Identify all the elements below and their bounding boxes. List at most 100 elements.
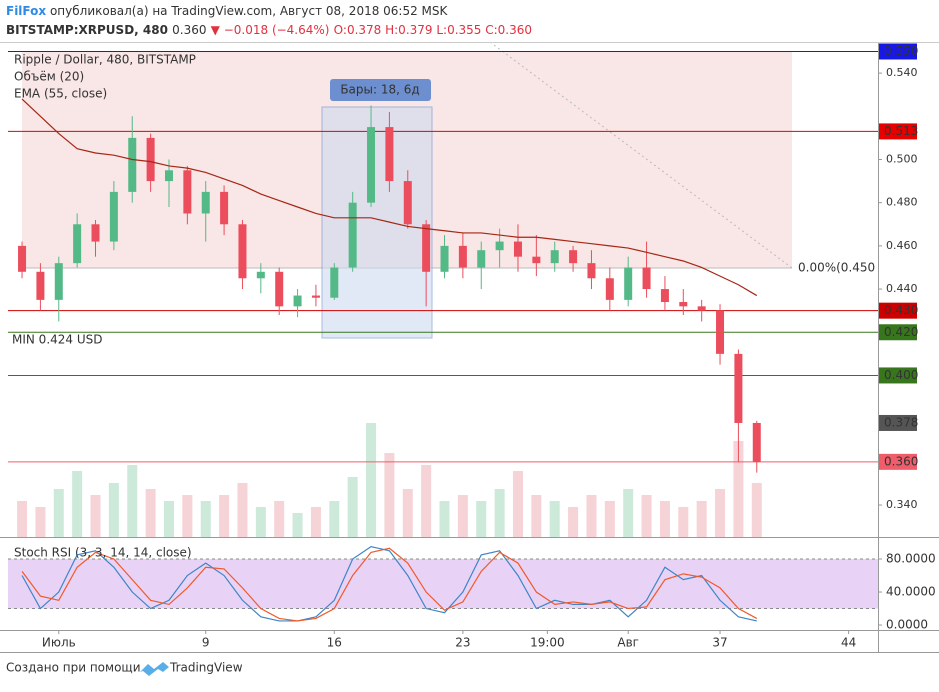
volume-bar	[292, 513, 303, 537]
y-tick-label: 0.340	[886, 498, 918, 511]
stoch-tick-label: 80.0000	[886, 551, 936, 565]
volume-bar	[163, 501, 174, 537]
stoch-band	[8, 558, 878, 609]
stoch-k-line	[21, 545, 757, 622]
candle-body	[36, 271, 45, 300]
candle-body	[752, 422, 761, 462]
volume-bar	[237, 483, 248, 537]
legend-entry: Объём (20)	[14, 70, 84, 84]
level-label: 0.430	[884, 303, 918, 317]
volume-bar	[678, 507, 689, 537]
candle-body	[275, 271, 284, 307]
volume-bar	[751, 483, 762, 537]
volume-bar	[421, 465, 432, 537]
level-tag	[879, 43, 917, 60]
candle-body	[660, 289, 669, 303]
tv-logo	[140, 662, 169, 676]
candle-body	[311, 295, 320, 298]
volume-bar	[255, 507, 266, 537]
candle-body	[734, 353, 743, 423]
author[interactable]: FilFox	[6, 4, 46, 18]
volume-bar	[200, 501, 211, 537]
volume-bar	[53, 489, 64, 537]
candle-body	[91, 224, 100, 242]
ohlc: O:0.378 H:0.379 L:0.355 C:0.360	[334, 23, 532, 37]
volume-bar	[715, 489, 726, 537]
level-tag	[879, 302, 917, 319]
volume-bar	[457, 495, 468, 537]
candle-body	[256, 271, 265, 279]
level-label: 0.420	[884, 325, 918, 339]
candle-body	[164, 170, 173, 182]
footer-brand[interactable]: TradingView	[169, 661, 243, 675]
stoch-tick-label: 40.0000	[886, 585, 936, 599]
candle-body	[587, 263, 596, 279]
change: ▼ −0.018 (−4.64%)	[211, 23, 330, 37]
volume-bar	[476, 501, 487, 537]
range-box	[321, 106, 433, 339]
volume-bar	[549, 501, 560, 537]
candle-body	[54, 263, 63, 300]
x-tick-label: 16	[327, 636, 342, 650]
legend-entry: Ripple / Dollar, 480, BITSTAMP	[14, 53, 196, 67]
level-tag	[879, 123, 917, 140]
candle-body	[220, 191, 229, 225]
y-tick-label: 0.440	[886, 282, 918, 295]
header-line: FilFox опубликовал(а) на TradingView.com…	[6, 4, 449, 18]
candle-body	[532, 256, 541, 264]
candle-body	[716, 310, 725, 354]
volume-bar	[329, 501, 340, 537]
candle-body	[183, 170, 192, 214]
y-tick-label: 0.500	[886, 152, 918, 165]
volume-bar	[35, 507, 46, 537]
candle-body	[201, 191, 210, 214]
candle-body	[495, 241, 504, 251]
header-symbol: BITSTAMP:XRPUSD, 480 0.360 ▼ −0.018 (−4.…	[6, 23, 532, 37]
candle-body	[18, 245, 27, 272]
candle-body	[293, 295, 302, 307]
price-axis: 0.540 0.500 0.480 0.460 0.440 0.340	[878, 66, 918, 511]
volume-bar	[586, 495, 597, 537]
volume-bar	[108, 483, 119, 537]
y-tick-label: 0.460	[886, 239, 918, 252]
volume-bar	[219, 495, 230, 537]
candle-body	[109, 191, 118, 242]
volume-bar	[512, 471, 523, 537]
level-label: 0.400	[884, 368, 918, 382]
candle-body	[458, 245, 467, 268]
candle-body	[146, 137, 155, 182]
volume-bar	[366, 423, 377, 537]
fib-label: 0.00%(0.450	[798, 261, 875, 275]
y-tick-label: 0.540	[886, 66, 918, 79]
level-label: 0.378	[884, 415, 918, 429]
min-label: MIN 0.424 USD	[12, 333, 103, 347]
level-label: 0.550	[884, 44, 918, 58]
candle-body	[238, 224, 247, 279]
candle-body	[385, 127, 394, 182]
volume-bar	[531, 495, 542, 537]
stoch-title: Stoch RSI (3, 3, 14, 14, close)	[14, 546, 192, 560]
candle-body	[550, 250, 559, 264]
volume-bar	[439, 501, 450, 537]
volume-bar	[733, 441, 744, 537]
stoch-pane: 80.0000 40.0000 0.0000 Stoch RSI (3, 3, 14,…	[8, 546, 936, 632]
candle-body	[440, 245, 449, 272]
y-tick-label: 0.480	[886, 196, 918, 209]
candle-body	[73, 224, 82, 264]
symbol: BITSTAMP:XRPUSD, 480	[6, 23, 168, 37]
candle-body	[348, 202, 357, 268]
level-label: 0.513	[884, 124, 918, 138]
range-label-bg	[330, 79, 431, 101]
volume-bar	[72, 471, 83, 537]
footer-created: Создано при помощи	[6, 661, 141, 675]
x-tick-label: 23	[455, 636, 470, 650]
candle-body	[403, 181, 412, 225]
stoch-tick-label: 0.0000	[886, 618, 928, 632]
candle-body	[513, 241, 522, 257]
volume-bar	[274, 501, 285, 537]
candle-body	[624, 267, 633, 300]
volume-bar	[641, 495, 652, 537]
volume-bar	[347, 477, 358, 537]
x-tick-label: Июль	[42, 636, 76, 650]
stoch-d-line	[21, 547, 758, 622]
